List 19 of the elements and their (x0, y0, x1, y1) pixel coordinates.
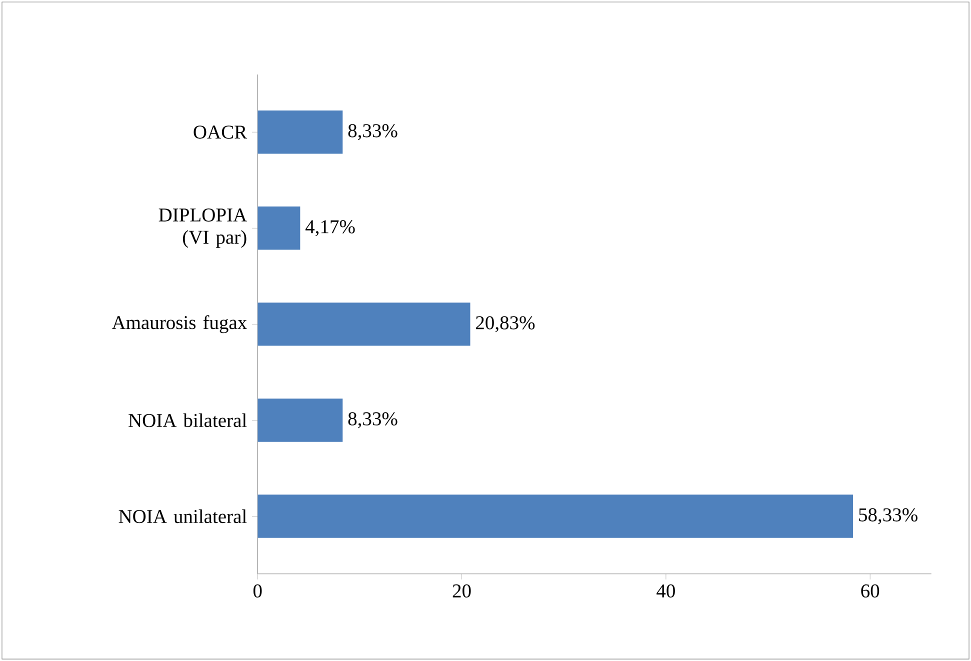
x-tick-label: 20 (452, 584, 471, 598)
y-tick-label: OACR (194, 126, 248, 139)
x-tick-label: 0 (253, 584, 262, 598)
bar (258, 494, 854, 538)
bar (258, 398, 343, 442)
x-tick-label: 40 (656, 584, 675, 598)
x-tick-label: 60 (861, 584, 880, 598)
bar (258, 302, 470, 346)
y-tick-label: NOIA unilateral (118, 509, 247, 524)
data-label: 8,33% (348, 124, 398, 140)
bar (258, 110, 343, 154)
y-tick-label: Amaurosis fugax (112, 315, 247, 334)
data-label: 20,83% (476, 316, 535, 332)
data-label: 58,33% (859, 508, 918, 524)
bar (258, 206, 300, 250)
y-tick-label: NOIA bilateral (128, 413, 247, 428)
data-label: 8,33% (348, 412, 398, 428)
y-tick-label: DIPLOPIA (VI par) (158, 208, 247, 248)
data-label: 4,17% (305, 220, 355, 236)
